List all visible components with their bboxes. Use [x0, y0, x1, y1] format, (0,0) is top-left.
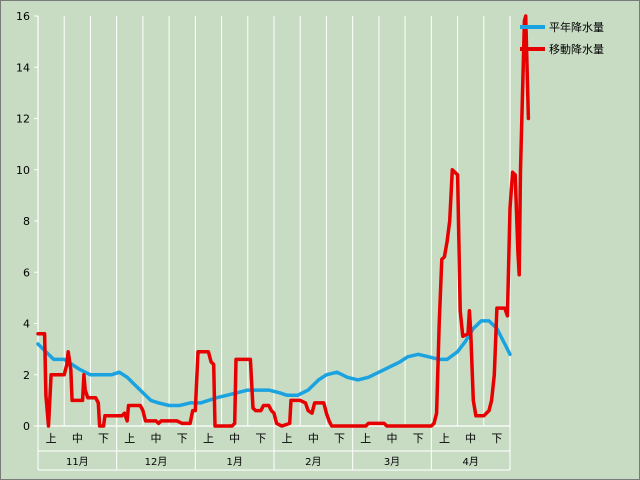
x-sub-label: 下 [177, 432, 188, 445]
y-tick-label: 6 [23, 266, 30, 279]
y-tick-label: 10 [16, 164, 30, 177]
x-sub-label: 上 [124, 432, 135, 445]
x-month-label: 11月 [66, 456, 89, 468]
y-tick-label: 16 [16, 10, 30, 23]
legend-label: 移動降水量 [549, 42, 604, 56]
x-sub-label: 下 [334, 432, 345, 445]
x-sub-label: 上 [282, 432, 293, 445]
x-month-label: 1月 [226, 456, 242, 468]
series-lines [36, 14, 531, 428]
series-line-2 [36, 14, 531, 428]
y-tick-label: 2 [23, 369, 30, 382]
x-sub-label: 中 [387, 432, 398, 445]
x-sub-label: 下 [491, 432, 502, 445]
x-sub-label: 中 [465, 432, 476, 445]
legend-label: 平年降水量 [549, 20, 604, 34]
x-sub-label: 中 [308, 432, 319, 445]
y-tick-label: 12 [16, 113, 30, 126]
x-sub-label: 中 [229, 432, 240, 445]
x-sub-label: 上 [203, 432, 214, 445]
x-sub-label: 上 [360, 432, 371, 445]
y-tick-label: 14 [16, 61, 30, 74]
x-sub-label: 上 [46, 432, 57, 445]
y-tick-labels: 0 2 4 6 8 10 12 14 16 [16, 10, 38, 433]
x-sub-label: 中 [151, 432, 162, 445]
x-sub-label: 中 [72, 432, 83, 445]
x-sub-label: 下 [98, 432, 109, 445]
x-month-label: 3月 [384, 456, 400, 468]
x-month-label: 4月 [462, 456, 478, 468]
x-sub-label: 下 [255, 432, 266, 445]
x-sub-labels: 上中下上中下上中下上中下上中下上中下 [46, 432, 503, 445]
x-month-label: 12月 [145, 456, 168, 468]
y-tick-label: 8 [23, 215, 30, 228]
series-line-1 [36, 319, 512, 408]
x-month-label: 2月 [305, 456, 321, 468]
x-sub-label: 上 [439, 432, 450, 445]
x-month-labels: 11月 12月 1月 2月 3月 4月 [66, 456, 479, 468]
x-sub-label: 下 [413, 432, 424, 445]
y-tick-label: 0 [23, 420, 30, 433]
y-tick-label: 4 [23, 318, 30, 331]
